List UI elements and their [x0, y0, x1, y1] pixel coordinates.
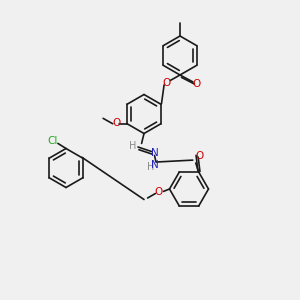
Text: N: N — [151, 160, 159, 170]
Text: O: O — [192, 79, 201, 89]
Text: H: H — [147, 161, 154, 172]
Text: O: O — [155, 187, 163, 197]
Text: N: N — [151, 148, 158, 158]
Text: O: O — [195, 151, 203, 160]
Text: H: H — [129, 141, 136, 152]
Text: Cl: Cl — [47, 136, 58, 146]
Text: O: O — [162, 77, 171, 88]
Text: O: O — [112, 118, 120, 128]
